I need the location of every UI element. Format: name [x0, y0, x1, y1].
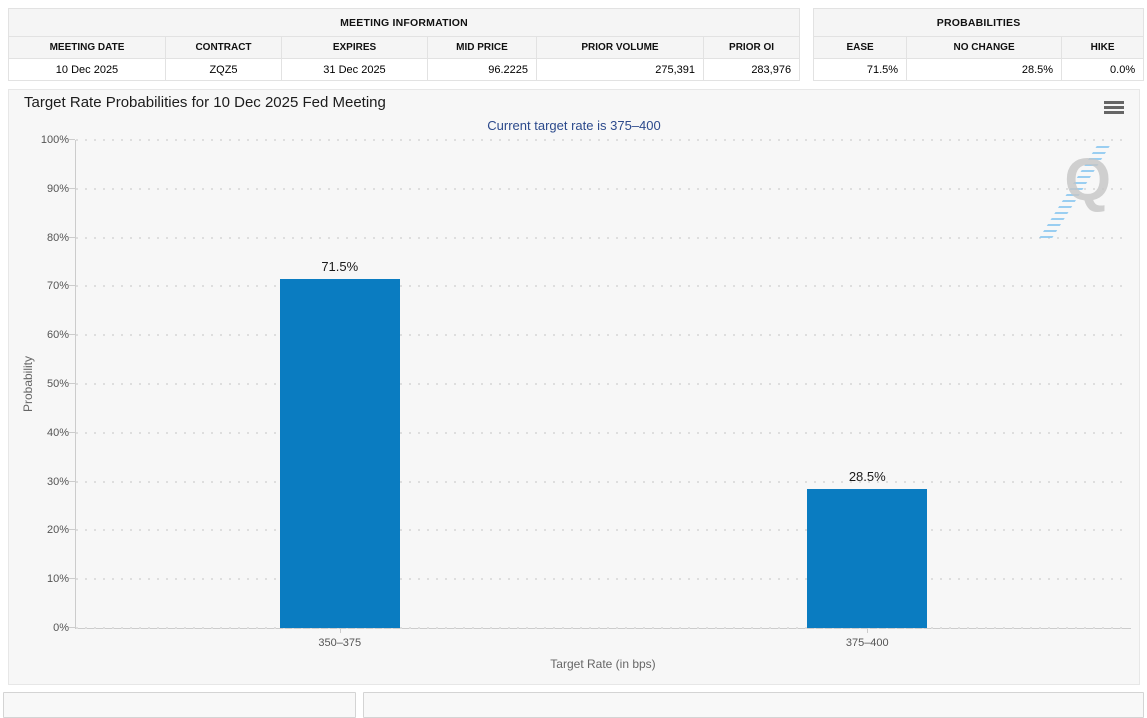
quikstrike-watermark: Q	[1037, 146, 1117, 243]
cell-hike: 0.0%	[1061, 58, 1145, 81]
probabilities-row: 71.5% 28.5% 0.0%	[813, 58, 1145, 81]
col-contract: CONTRACT	[165, 36, 282, 59]
meeting-information-row: 10 Dec 2025 ZQZ5 31 Dec 2025 96.2225 275…	[8, 58, 801, 81]
col-meeting-date: MEETING DATE	[8, 36, 166, 59]
gridline	[69, 578, 1129, 581]
col-prior-volume: PRIOR VOLUME	[536, 36, 704, 59]
y-tick-label: 100%	[40, 134, 69, 146]
y-tick-label: 10%	[46, 573, 69, 586]
cell-ease: 71.5%	[813, 58, 908, 81]
cell-meeting-date: 10 Dec 2025	[8, 58, 166, 81]
x-category-label: 375–400	[845, 637, 889, 649]
x-axis-title: Target Rate (in bps)	[550, 657, 656, 671]
col-ease: EASE	[813, 36, 908, 59]
gridline	[69, 431, 1129, 434]
y-tick-label: 50%	[46, 378, 69, 390]
gridline	[69, 529, 1129, 532]
watermark-slash-icon	[1039, 146, 1110, 238]
chart-export-menu-button[interactable]	[1101, 98, 1127, 118]
gridline	[69, 383, 1129, 385]
watermark-q-letter: Q	[1064, 146, 1111, 213]
plot-area: 0% 10% 20% 30% 40% 50% 60% 70% 80% 90% 1…	[21, 134, 1131, 649]
bar-data-label: 28.5%	[848, 468, 886, 484]
cell-no-change: 28.5%	[906, 58, 1063, 81]
cell-expires: 31 Dec 2025	[281, 58, 428, 81]
gridline	[69, 285, 1129, 288]
y-tick-label: 60%	[46, 329, 69, 342]
bottom-panel-right	[363, 692, 1144, 718]
y-tick-label: 30%	[46, 475, 69, 488]
probabilities-table: PROBABILITIES EASE NO CHANGE HIKE 71.5% …	[813, 8, 1145, 81]
target-rate-chart-panel: Target Rate Probabilities for 10 Dec 202…	[8, 89, 1140, 685]
x-tick-mark	[339, 628, 341, 633]
x-tick-mark	[867, 628, 869, 633]
probabilities-title: PROBABILITIES	[813, 8, 1145, 37]
meeting-information-table: MEETING INFORMATION MEETING DATE CONTRAC…	[7, 8, 801, 81]
y-tick-label: 40%	[46, 426, 69, 439]
bottom-panels-row	[3, 692, 1144, 718]
y-tick-label: 70%	[46, 280, 69, 293]
cell-prior-oi: 283,976	[702, 58, 801, 81]
gridline	[69, 187, 1129, 190]
y-tick-label: 90%	[46, 182, 69, 195]
y-axis-title: Probability	[21, 355, 35, 413]
gridline	[69, 627, 1129, 629]
gridline	[69, 236, 1129, 239]
col-hike: HIKE	[1061, 36, 1145, 59]
y-tick-label: 80%	[46, 231, 69, 244]
col-prior-oi: PRIOR OI	[702, 36, 801, 59]
bar-350-375: 71.5%	[279, 259, 400, 628]
gridline	[69, 480, 1129, 483]
col-no-change: NO CHANGE	[906, 36, 1063, 59]
col-expires: EXPIRES	[281, 36, 428, 59]
gridline	[69, 139, 1129, 141]
cell-contract: ZQZ5	[165, 58, 282, 81]
y-tick-label: 20%	[46, 524, 69, 537]
cell-mid-price: 96.2225	[427, 58, 537, 81]
bottom-panel-left	[3, 692, 356, 718]
summary-tables-row: MEETING INFORMATION MEETING DATE CONTRAC…	[0, 0, 1147, 81]
y-tick-label: 0%	[53, 622, 69, 634]
col-mid-price: MID PRICE	[427, 36, 537, 59]
x-category-label: 350–375	[318, 637, 362, 649]
bar-375-400: 28.5%	[807, 469, 928, 628]
bar-data-label: 71.5%	[321, 259, 359, 275]
cell-prior-volume: 275,391	[536, 58, 704, 81]
gridline	[69, 334, 1129, 337]
hamburger-icon	[1104, 101, 1124, 114]
meeting-information-title: MEETING INFORMATION	[7, 8, 801, 37]
chart-subtitle: Current target rate is 375–400	[487, 118, 661, 133]
chart-title: Target Rate Probabilities for 10 Dec 202…	[24, 94, 386, 111]
